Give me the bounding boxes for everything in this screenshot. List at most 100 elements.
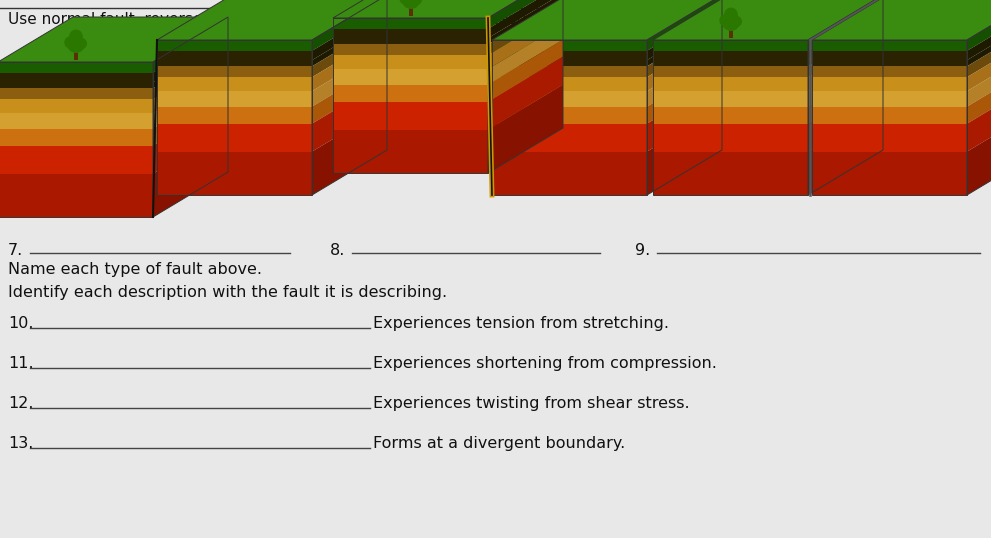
Polygon shape — [967, 107, 991, 195]
Polygon shape — [812, 91, 967, 107]
Polygon shape — [312, 22, 387, 77]
Polygon shape — [492, 107, 647, 124]
Polygon shape — [492, 152, 647, 195]
Polygon shape — [967, 6, 991, 60]
Polygon shape — [808, 22, 883, 77]
Polygon shape — [653, 107, 808, 124]
Polygon shape — [153, 44, 228, 99]
Polygon shape — [488, 84, 563, 173]
Polygon shape — [488, 56, 563, 130]
Polygon shape — [153, 83, 228, 146]
Circle shape — [724, 8, 737, 20]
Polygon shape — [647, 62, 722, 124]
Polygon shape — [492, 124, 647, 152]
Polygon shape — [647, 15, 722, 66]
Circle shape — [722, 13, 739, 30]
Polygon shape — [312, 46, 387, 107]
Text: Name each type of fault above.: Name each type of fault above. — [8, 262, 262, 277]
Polygon shape — [653, 40, 808, 51]
Polygon shape — [812, 0, 991, 40]
Circle shape — [69, 30, 82, 43]
Polygon shape — [0, 73, 153, 82]
Circle shape — [67, 36, 84, 52]
Text: 11.: 11. — [8, 356, 34, 371]
Polygon shape — [653, 66, 808, 77]
Polygon shape — [157, 0, 387, 40]
Polygon shape — [153, 68, 228, 129]
Polygon shape — [647, 79, 722, 152]
Polygon shape — [312, 32, 387, 91]
Circle shape — [411, 0, 421, 4]
Polygon shape — [492, 0, 722, 40]
Text: 7.: 7. — [8, 243, 23, 258]
Text: Experiences tension from stretching.: Experiences tension from stretching. — [373, 316, 669, 331]
Polygon shape — [647, 46, 722, 107]
Text: 9.: 9. — [635, 243, 650, 258]
Polygon shape — [0, 88, 153, 99]
Polygon shape — [488, 0, 563, 44]
Polygon shape — [157, 40, 312, 51]
Polygon shape — [653, 0, 883, 40]
Polygon shape — [312, 62, 387, 124]
Polygon shape — [729, 30, 732, 38]
Polygon shape — [492, 77, 647, 91]
Polygon shape — [157, 107, 312, 124]
Polygon shape — [492, 60, 647, 66]
Polygon shape — [812, 152, 967, 195]
Polygon shape — [812, 124, 967, 152]
Polygon shape — [808, 107, 883, 195]
Polygon shape — [653, 51, 808, 60]
Text: Use normal fault, reverse fault and strike-slip fault to answer questions 3-8.: Use normal fault, reverse fault and stri… — [8, 12, 589, 27]
Text: Forms at a divergent boundary.: Forms at a divergent boundary. — [373, 436, 625, 451]
Text: 13.: 13. — [8, 436, 34, 451]
Polygon shape — [74, 52, 77, 60]
Polygon shape — [312, 6, 387, 60]
Polygon shape — [488, 0, 563, 29]
Polygon shape — [0, 174, 153, 217]
Polygon shape — [333, 69, 488, 84]
Polygon shape — [488, 40, 563, 102]
Polygon shape — [153, 28, 228, 82]
Polygon shape — [488, 0, 563, 55]
Polygon shape — [153, 37, 228, 88]
Polygon shape — [647, 107, 722, 195]
Polygon shape — [333, 55, 488, 69]
Polygon shape — [333, 29, 488, 38]
Polygon shape — [492, 51, 647, 60]
Polygon shape — [967, 0, 991, 51]
Polygon shape — [967, 46, 991, 107]
Polygon shape — [0, 99, 153, 113]
Circle shape — [65, 37, 76, 48]
Polygon shape — [812, 107, 967, 124]
Polygon shape — [653, 124, 808, 152]
Polygon shape — [333, 44, 488, 55]
Polygon shape — [157, 124, 312, 152]
Polygon shape — [812, 60, 967, 66]
Polygon shape — [0, 129, 153, 146]
Circle shape — [731, 17, 741, 26]
Polygon shape — [333, 130, 488, 173]
Polygon shape — [153, 54, 228, 113]
Polygon shape — [0, 17, 228, 62]
Polygon shape — [0, 82, 153, 88]
Polygon shape — [653, 152, 808, 195]
Polygon shape — [492, 66, 647, 77]
Polygon shape — [409, 8, 413, 16]
Polygon shape — [808, 32, 883, 91]
Circle shape — [402, 0, 419, 8]
Polygon shape — [808, 62, 883, 124]
Polygon shape — [492, 91, 647, 107]
Polygon shape — [812, 40, 967, 51]
Polygon shape — [333, 0, 563, 18]
Polygon shape — [808, 6, 883, 60]
Text: Experiences twisting from shear stress.: Experiences twisting from shear stress. — [373, 396, 690, 411]
Polygon shape — [488, 24, 563, 84]
Polygon shape — [967, 15, 991, 66]
Polygon shape — [157, 60, 312, 66]
Polygon shape — [153, 129, 228, 217]
Polygon shape — [153, 17, 228, 73]
Polygon shape — [157, 77, 312, 91]
Circle shape — [76, 39, 86, 48]
Polygon shape — [157, 51, 312, 60]
Polygon shape — [812, 66, 967, 77]
